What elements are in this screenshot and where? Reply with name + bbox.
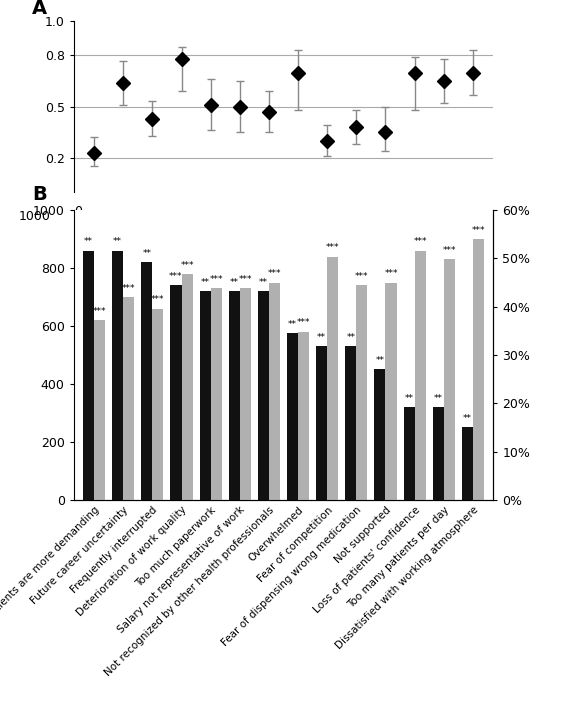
Text: **: **: [317, 333, 326, 342]
Bar: [404, 407, 414, 500]
Bar: [123, 297, 134, 500]
Text: **: **: [463, 414, 472, 423]
Text: **: **: [405, 394, 413, 403]
Text: **: **: [375, 356, 384, 365]
Text: ***: ***: [355, 272, 369, 281]
Bar: [473, 239, 484, 500]
Bar: [462, 428, 473, 500]
Text: **: **: [230, 278, 239, 287]
Text: **: **: [434, 394, 443, 403]
Text: ***: ***: [472, 226, 485, 235]
Bar: [112, 251, 123, 500]
Bar: [327, 256, 338, 500]
Text: ***: ***: [297, 318, 310, 328]
Bar: [200, 291, 211, 500]
Bar: [240, 288, 251, 500]
Text: ***: ***: [413, 237, 427, 246]
Text: **: **: [346, 333, 356, 342]
Bar: [181, 274, 193, 500]
Bar: [345, 346, 356, 500]
Text: **: **: [84, 237, 93, 246]
Text: 0: 0: [74, 206, 82, 218]
Bar: [94, 321, 105, 500]
Text: ***: ***: [268, 269, 281, 278]
Text: ***: ***: [209, 275, 223, 284]
Bar: [287, 333, 298, 500]
Bar: [83, 251, 94, 500]
Text: ***: ***: [180, 261, 194, 270]
Text: A: A: [32, 0, 47, 18]
Text: ***: ***: [384, 269, 398, 278]
Bar: [356, 286, 367, 500]
Bar: [258, 291, 269, 500]
Bar: [386, 283, 396, 500]
Text: ***: ***: [122, 283, 136, 293]
Bar: [141, 262, 153, 500]
Text: ***: ***: [239, 275, 252, 284]
Bar: [414, 251, 426, 500]
Text: **: **: [201, 278, 210, 287]
Text: ***: ***: [151, 296, 164, 304]
Bar: [269, 283, 280, 500]
Text: ***: ***: [93, 307, 107, 316]
Text: B: B: [32, 186, 46, 204]
Bar: [433, 407, 444, 500]
Text: **: **: [288, 320, 297, 329]
Bar: [211, 288, 222, 500]
Bar: [444, 259, 455, 500]
Bar: [171, 286, 181, 500]
Text: **: **: [113, 237, 122, 246]
Text: ***: ***: [169, 272, 183, 281]
Text: ***: ***: [326, 243, 340, 252]
Bar: [298, 332, 309, 500]
Text: 1000: 1000: [19, 210, 51, 223]
Bar: [153, 308, 163, 500]
Text: ***: ***: [442, 246, 456, 255]
Bar: [229, 291, 240, 500]
Text: **: **: [259, 278, 268, 287]
Bar: [316, 346, 327, 500]
Bar: [374, 369, 386, 500]
Text: **: **: [142, 249, 151, 258]
